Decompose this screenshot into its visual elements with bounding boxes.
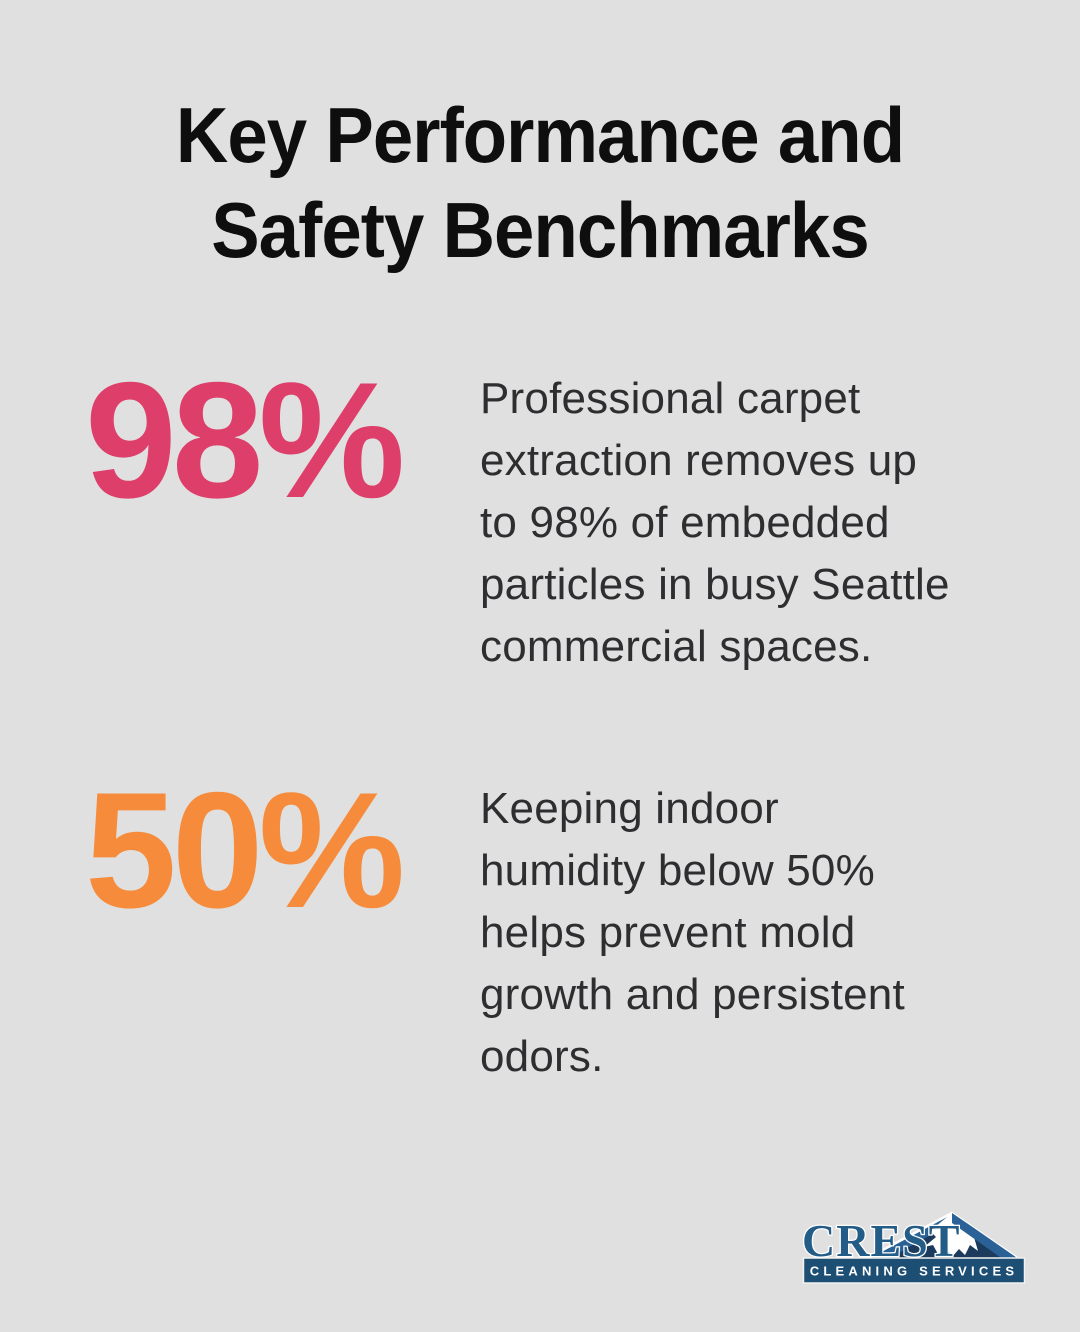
stat-description-line: Keeping indoor xyxy=(480,784,779,833)
stat-description-line: commercial spaces. xyxy=(480,622,873,671)
mountain-icon xyxy=(862,1211,1022,1262)
stat-description-line: to 98% of embedded xyxy=(480,498,890,547)
page-title-line-1: Key Performance and xyxy=(175,91,905,179)
stat-description-line: particles in busy Seattle xyxy=(480,560,950,609)
stat-description-line: humidity below 50% xyxy=(480,846,875,895)
stat-description-line: helps prevent mold xyxy=(480,908,856,957)
stat-description-line: odors. xyxy=(480,1032,604,1081)
logo-brand-text: CREST xyxy=(802,1215,960,1266)
page-title-line-2: Safety Benchmarks xyxy=(211,186,869,274)
logo-tagline-text: CLEANING SERVICES xyxy=(810,1264,1018,1279)
stat-description-line: Professional carpet xyxy=(480,374,861,423)
stat-block-extraction: 98% Professional carpet extraction remov… xyxy=(0,358,1080,678)
page-title: Key Performance and Safety Benchmarks xyxy=(0,0,1080,278)
stat-description-50: Keeping indoor humidity below 50% helps … xyxy=(480,778,1000,1088)
stat-description-line: extraction removes up xyxy=(480,436,918,485)
crest-cleaning-services-logo: CREST CLEANING SERVICES xyxy=(802,1211,1026,1284)
stat-description-98: Professional carpet extraction removes u… xyxy=(480,368,1000,678)
stat-block-humidity: 50% Keeping indoor humidity below 50% he… xyxy=(0,768,1080,1088)
logo-banner xyxy=(802,1257,1026,1284)
stat-description-line: growth and persistent xyxy=(480,970,905,1019)
stat-value-50: 50% xyxy=(85,758,405,942)
stat-value-98: 98% xyxy=(85,348,405,532)
